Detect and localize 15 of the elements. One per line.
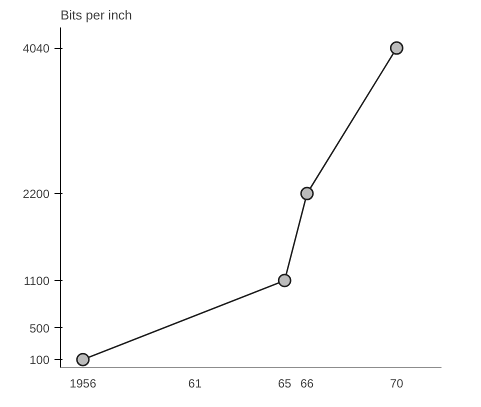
y-tick-label: 500 xyxy=(29,321,50,336)
y-axis-title: Bits per inch xyxy=(60,8,132,22)
y-tick-label: 100 xyxy=(29,353,50,368)
x-tick-label: 61 xyxy=(188,376,202,390)
point xyxy=(390,41,404,55)
y-tick-label: 4040 xyxy=(22,42,50,56)
y-tick-label: 2200 xyxy=(22,187,50,202)
point xyxy=(278,274,292,288)
x-tick-label: 1956 xyxy=(70,376,97,390)
x-tick-label: 66 xyxy=(300,376,314,390)
x-tick-label: 70 xyxy=(390,376,404,390)
point xyxy=(300,186,314,200)
point xyxy=(76,352,90,366)
x-tick-label: 65 xyxy=(278,376,292,390)
y-tick-label: 1100 xyxy=(24,274,50,288)
